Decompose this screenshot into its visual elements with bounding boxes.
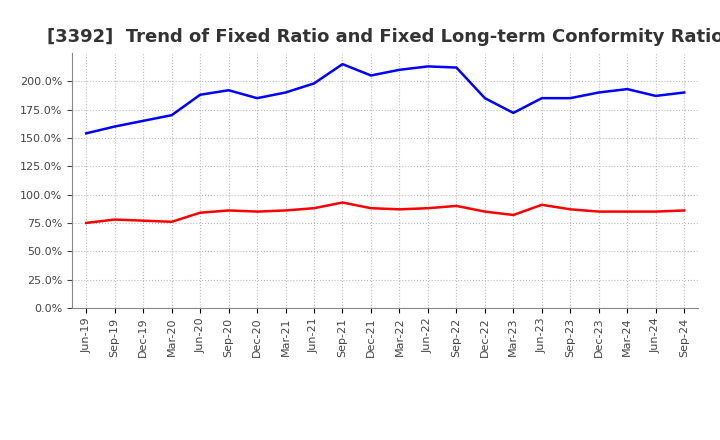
Fixed Ratio [253,95,261,101]
Fixed Ratio [366,73,375,78]
Fixed Long-term Conformity Ratio [480,209,489,214]
Fixed Long-term Conformity Ratio [338,200,347,205]
Fixed Ratio [680,90,688,95]
Fixed Ratio [595,90,603,95]
Fixed Long-term Conformity Ratio [253,209,261,214]
Fixed Ratio [423,64,432,69]
Fixed Long-term Conformity Ratio [595,209,603,214]
Line: Fixed Ratio: Fixed Ratio [86,64,684,133]
Fixed Long-term Conformity Ratio [395,207,404,212]
Fixed Long-term Conformity Ratio [566,207,575,212]
Fixed Ratio [110,124,119,129]
Fixed Ratio [452,65,461,70]
Fixed Long-term Conformity Ratio [623,209,631,214]
Fixed Ratio [480,95,489,101]
Fixed Long-term Conformity Ratio [509,213,518,218]
Fixed Ratio [225,88,233,93]
Fixed Ratio [282,90,290,95]
Fixed Ratio [196,92,204,97]
Fixed Ratio [139,118,148,124]
Fixed Long-term Conformity Ratio [282,208,290,213]
Fixed Long-term Conformity Ratio [423,205,432,211]
Fixed Ratio [537,95,546,101]
Fixed Long-term Conformity Ratio [680,208,688,213]
Fixed Long-term Conformity Ratio [537,202,546,207]
Fixed Ratio [82,131,91,136]
Fixed Long-term Conformity Ratio [366,205,375,211]
Line: Fixed Long-term Conformity Ratio: Fixed Long-term Conformity Ratio [86,202,684,223]
Fixed Long-term Conformity Ratio [139,218,148,224]
Fixed Ratio [509,110,518,116]
Fixed Long-term Conformity Ratio [652,209,660,214]
Fixed Long-term Conformity Ratio [167,219,176,224]
Fixed Long-term Conformity Ratio [225,208,233,213]
Fixed Ratio [167,113,176,118]
Fixed Ratio [310,81,318,86]
Fixed Ratio [395,67,404,73]
Fixed Ratio [623,86,631,92]
Fixed Ratio [652,93,660,99]
Fixed Ratio [338,62,347,67]
Fixed Long-term Conformity Ratio [310,205,318,211]
Fixed Long-term Conformity Ratio [110,217,119,222]
Fixed Long-term Conformity Ratio [82,220,91,226]
Title: [3392]  Trend of Fixed Ratio and Fixed Long-term Conformity Ratio: [3392] Trend of Fixed Ratio and Fixed Lo… [47,28,720,46]
Fixed Ratio [566,95,575,101]
Fixed Long-term Conformity Ratio [196,210,204,215]
Fixed Long-term Conformity Ratio [452,203,461,209]
